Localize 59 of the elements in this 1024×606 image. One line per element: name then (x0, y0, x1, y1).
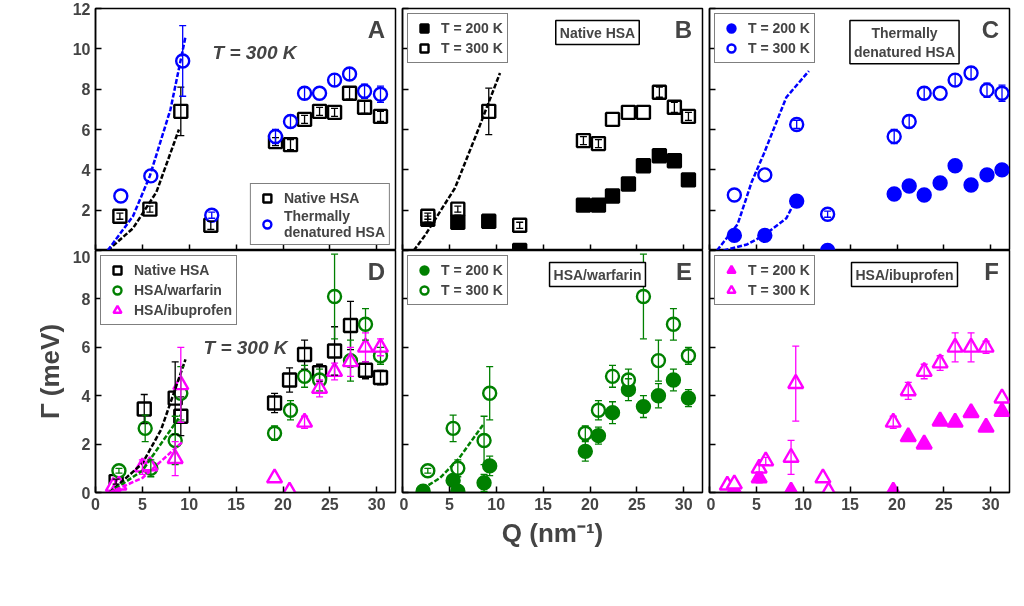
legend-label: T = 300 K (748, 39, 810, 58)
y-tick-label: 6 (81, 339, 91, 357)
text: Native HSA (559, 24, 636, 41)
x-tick-label: 5 (137, 495, 147, 513)
text: Thermally denatured HSA (853, 24, 956, 60)
legend-label: HSA/ibuprofen (134, 301, 232, 320)
legend-label: Native HSA (134, 261, 210, 280)
x-tick-label: 25 (934, 495, 953, 513)
y-tick-label: 0 (81, 484, 91, 502)
text: HSA/ibuprofen (855, 266, 954, 283)
legend-label: T = 300 K (748, 281, 810, 300)
legend-label: Thermally denatured HSA (283, 208, 385, 240)
annotation: D (367, 257, 386, 285)
legend-label: T = 200 K (748, 19, 810, 38)
legend-label: T = 300 K (441, 39, 503, 58)
y-axis-title: Γ (meV) (34, 323, 65, 420)
x-tick-label: 25 (320, 495, 339, 513)
annotation: A (367, 15, 386, 43)
annotation: B (674, 15, 693, 43)
x-tick-label: 25 (627, 495, 646, 513)
annotation: C (981, 15, 1000, 43)
y-tick-label: 10 (72, 40, 91, 58)
legend-label: HSA/warfarin (134, 281, 222, 300)
y-tick-label: 4 (81, 161, 91, 179)
legend-label: T = 300 K (441, 281, 503, 300)
x-tick-label: 10 (487, 495, 506, 513)
legend-label: T = 200 K (441, 261, 503, 280)
x-tick-label: 30 (367, 495, 386, 513)
y-tick-label: 2 (81, 436, 91, 454)
y-tick-label: 8 (81, 290, 91, 308)
x-tick-label: 0 (706, 495, 716, 513)
x-tick-label: 5 (444, 495, 454, 513)
x-tick-label: 20 (888, 495, 906, 513)
x-tick-label: 15 (841, 495, 860, 513)
y-tick-label: 8 (81, 81, 91, 99)
y-tick-label: 4 (81, 387, 91, 405)
legend-label: Native HSA (283, 189, 360, 208)
annotation: E (675, 257, 693, 285)
x-axis-title: Q (nm⁻¹) (501, 517, 604, 548)
x-tick-label: 20 (581, 495, 599, 513)
annotation: F (984, 257, 1000, 285)
x-tick-label: 0 (399, 495, 409, 513)
legend-label: T = 200 K (748, 261, 810, 280)
x-tick-label: 30 (674, 495, 693, 513)
x-tick-label: 10 (794, 495, 813, 513)
y-tick-label: 6 (81, 121, 91, 139)
x-tick-label: 10 (180, 495, 199, 513)
x-tick-label: 30 (981, 495, 1000, 513)
y-tick-label: 2 (81, 202, 91, 220)
x-tick-label: 20 (274, 495, 292, 513)
legend-label: T = 200 K (441, 19, 503, 38)
annotation: T = 300 K (203, 336, 289, 358)
x-tick-label: 15 (534, 495, 553, 513)
text: HSA/warfarin (553, 266, 642, 283)
x-tick-label: 15 (227, 495, 246, 513)
annotation: T = 300 K (212, 41, 298, 63)
x-tick-label: 5 (751, 495, 761, 513)
y-tick-label: 12 (72, 0, 91, 18)
y-tick-label: 10 (72, 248, 91, 266)
